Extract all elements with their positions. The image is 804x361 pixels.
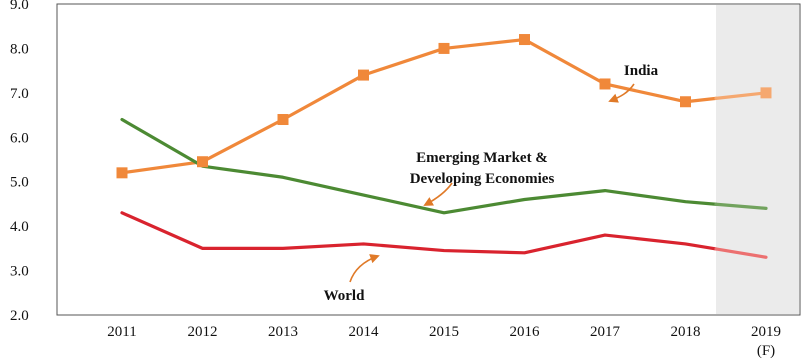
data-point-india [358, 69, 369, 81]
y-axis: 2.0 3.0 4.0 5.0 6.0 7.0 8.0 9.0 [10, 0, 29, 324]
annotation-arrow-india [608, 83, 635, 103]
x-tick-sublabel: (F) [757, 343, 775, 359]
series-line-forecast-emerging-market-and-developing-economies [714, 202, 768, 210]
x-tick-label: 2012 [188, 324, 218, 340]
annotation-world: World [324, 288, 365, 304]
annotation-arrow-emerging-market-and-developing-economies [423, 182, 453, 206]
annotations: India Emerging Market & Developing Economi… [324, 63, 659, 304]
data-point-india [197, 156, 208, 168]
data-point-india [116, 167, 128, 179]
series-line-world [120, 211, 718, 255]
y-tick-label: 6.0 [10, 130, 29, 146]
x-tick-label: 2018 [671, 324, 701, 340]
data-point-india [599, 78, 611, 90]
x-tick-label: 2015 [429, 324, 459, 340]
annotation-arrow-world [349, 254, 380, 283]
series-line-emerging-market-and-developing-economies [120, 117, 718, 215]
data-point-india [760, 87, 772, 99]
x-tick-label: 2017 [590, 324, 621, 340]
x-tick-label: 2014 [349, 324, 380, 340]
data-point-india [519, 34, 530, 46]
series-line-forecast-world [714, 247, 768, 259]
data-point-india [277, 114, 289, 126]
x-tick-label: 2013 [268, 324, 298, 340]
forecast-band [716, 5, 799, 314]
data-point-india [438, 42, 450, 54]
y-tick-label: 2.0 [10, 308, 29, 324]
y-tick-label: 4.0 [10, 219, 29, 235]
plot-frame [56, 3, 801, 316]
annotation-india: India [624, 63, 659, 79]
y-tick-label: 3.0 [10, 264, 29, 280]
series-line-forecast-india [714, 91, 768, 100]
x-tick-label: 2011 [107, 324, 136, 340]
x-tick-label: 2019 [751, 324, 781, 340]
data-point-india [680, 96, 691, 108]
y-tick-label: 9.0 [10, 0, 29, 13]
series-layer [120, 37, 768, 259]
y-tick-label: 5.0 [10, 175, 29, 191]
y-tick-label: 7.0 [10, 86, 29, 102]
markers-layer [116, 34, 772, 179]
annotation-emerging-market-and-developing-economies: Emerging Market & Developing Economies [410, 150, 555, 187]
y-tick-label: 8.0 [10, 41, 29, 57]
x-axis: 2011 2012 2013 2014 2015 2016 2017 2018 2019 (F) [107, 324, 781, 359]
x-tick-label: 2016 [510, 324, 541, 340]
